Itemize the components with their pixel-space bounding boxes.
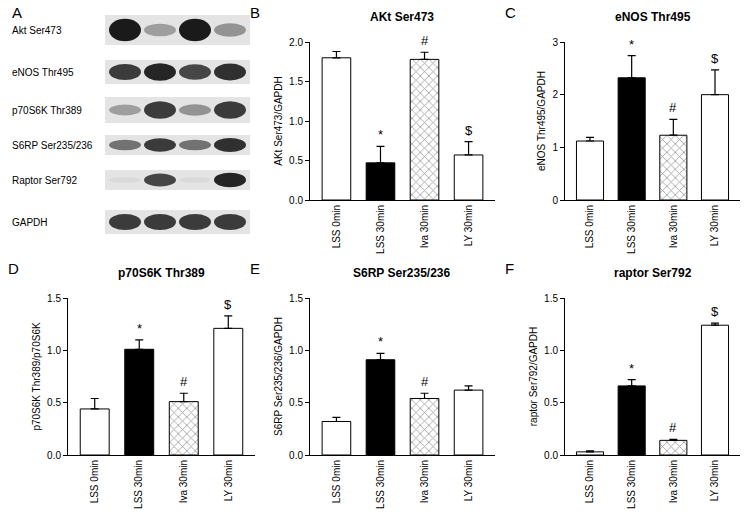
svg-text:p70S6K Thr389: p70S6K Thr389 xyxy=(12,105,82,116)
svg-text:*: * xyxy=(137,321,142,336)
svg-text:Akt Ser473: Akt Ser473 xyxy=(12,25,62,36)
svg-text:eNOS Thr495/GAPDH: eNOS Thr495/GAPDH xyxy=(536,71,547,171)
svg-text:0.0: 0.0 xyxy=(289,450,303,461)
svg-text:F: F xyxy=(505,260,514,277)
svg-text:LSS 0min: LSS 0min xyxy=(331,460,342,503)
svg-text:E: E xyxy=(250,260,260,277)
svg-text:D: D xyxy=(8,260,19,277)
svg-text:LY 30min: LY 30min xyxy=(463,205,474,246)
svg-text:LSS 0min: LSS 0min xyxy=(584,460,595,503)
svg-text:$: $ xyxy=(224,297,232,312)
svg-text:2.0: 2.0 xyxy=(289,37,303,48)
svg-text:0: 0 xyxy=(552,195,558,206)
svg-text:A: A xyxy=(12,4,22,21)
svg-text:*: * xyxy=(378,127,383,142)
svg-text:0.0: 0.0 xyxy=(47,450,61,461)
svg-text:#: # xyxy=(421,33,429,48)
svg-text:p70S6K Thr389: p70S6K Thr389 xyxy=(118,266,205,280)
svg-text:0.5: 0.5 xyxy=(289,155,303,166)
svg-text:1: 1 xyxy=(552,142,558,153)
svg-text:LSS 30min: LSS 30min xyxy=(375,460,386,509)
svg-text:C: C xyxy=(505,4,516,21)
svg-text:2: 2 xyxy=(552,89,558,100)
svg-text:LY 30min: LY 30min xyxy=(709,205,720,246)
svg-text:LSS 0min: LSS 0min xyxy=(584,205,595,248)
svg-text:1.5: 1.5 xyxy=(289,293,303,304)
svg-text:0.5: 0.5 xyxy=(289,397,303,408)
svg-text:eNOS Thr495: eNOS Thr495 xyxy=(12,67,74,78)
svg-text:1.0: 1.0 xyxy=(289,116,303,127)
svg-text:Iva 30min: Iva 30min xyxy=(419,205,430,248)
svg-text:$: $ xyxy=(465,123,473,138)
svg-text:Iva 30min: Iva 30min xyxy=(668,205,679,248)
svg-text:#: # xyxy=(180,374,188,389)
svg-text:Iva 30min: Iva 30min xyxy=(668,460,679,503)
svg-text:LSS 30min: LSS 30min xyxy=(375,205,386,254)
svg-text:1.0: 1.0 xyxy=(289,345,303,356)
svg-text:raptor Ser792: raptor Ser792 xyxy=(614,266,692,280)
svg-text:*: * xyxy=(629,37,634,52)
svg-text:#: # xyxy=(669,420,677,435)
svg-text:#: # xyxy=(669,100,677,115)
svg-text:S6RP Ser235/236: S6RP Ser235/236 xyxy=(12,140,93,151)
svg-text:*: * xyxy=(629,361,634,376)
svg-text:1.5: 1.5 xyxy=(47,293,61,304)
svg-text:AKt Ser473: AKt Ser473 xyxy=(370,10,434,24)
svg-text:0.5: 0.5 xyxy=(544,397,558,408)
svg-text:LSS 0min: LSS 0min xyxy=(89,460,100,503)
svg-text:LSS 30min: LSS 30min xyxy=(133,460,144,509)
svg-text:LSS 30min: LSS 30min xyxy=(626,205,637,254)
svg-text:raptor Ser792/GAPDH: raptor Ser792/GAPDH xyxy=(528,327,539,427)
svg-text:1.5: 1.5 xyxy=(289,76,303,87)
svg-text:0.5: 0.5 xyxy=(47,397,61,408)
svg-text:3: 3 xyxy=(552,37,558,48)
svg-text:$: $ xyxy=(711,304,719,319)
svg-text:Raptor Ser792: Raptor Ser792 xyxy=(12,175,77,186)
svg-text:eNOS Thr495: eNOS Thr495 xyxy=(615,10,691,24)
svg-text:B: B xyxy=(250,4,260,21)
svg-text:$: $ xyxy=(711,51,719,66)
svg-text:LY 30min: LY 30min xyxy=(709,460,720,501)
svg-text:0.0: 0.0 xyxy=(544,450,558,461)
svg-text:GAPDH: GAPDH xyxy=(12,217,48,228)
svg-text:LY 30min: LY 30min xyxy=(223,460,234,501)
svg-text:S6RP Ser235/236/GAPDH: S6RP Ser235/236/GAPDH xyxy=(273,317,284,436)
svg-text:S6RP Ser235/236: S6RP Ser235/236 xyxy=(353,266,451,280)
svg-text:*: * xyxy=(378,334,383,349)
svg-text:LSS 0min: LSS 0min xyxy=(331,205,342,248)
svg-text:1.5: 1.5 xyxy=(544,293,558,304)
svg-text:1.0: 1.0 xyxy=(47,345,61,356)
svg-text:#: # xyxy=(421,374,429,389)
svg-text:Iva 30min: Iva 30min xyxy=(419,460,430,503)
svg-text:LY 30min: LY 30min xyxy=(463,460,474,501)
svg-text:AKt Ser473/GAPDH: AKt Ser473/GAPDH xyxy=(273,76,284,165)
svg-text:1.0: 1.0 xyxy=(544,345,558,356)
svg-text:LSS 30min: LSS 30min xyxy=(626,460,637,509)
svg-text:0.0: 0.0 xyxy=(289,195,303,206)
svg-text:p70S6K Thr389/p70S6K: p70S6K Thr389/p70S6K xyxy=(31,322,42,431)
svg-text:Iva 30min: Iva 30min xyxy=(178,460,189,503)
